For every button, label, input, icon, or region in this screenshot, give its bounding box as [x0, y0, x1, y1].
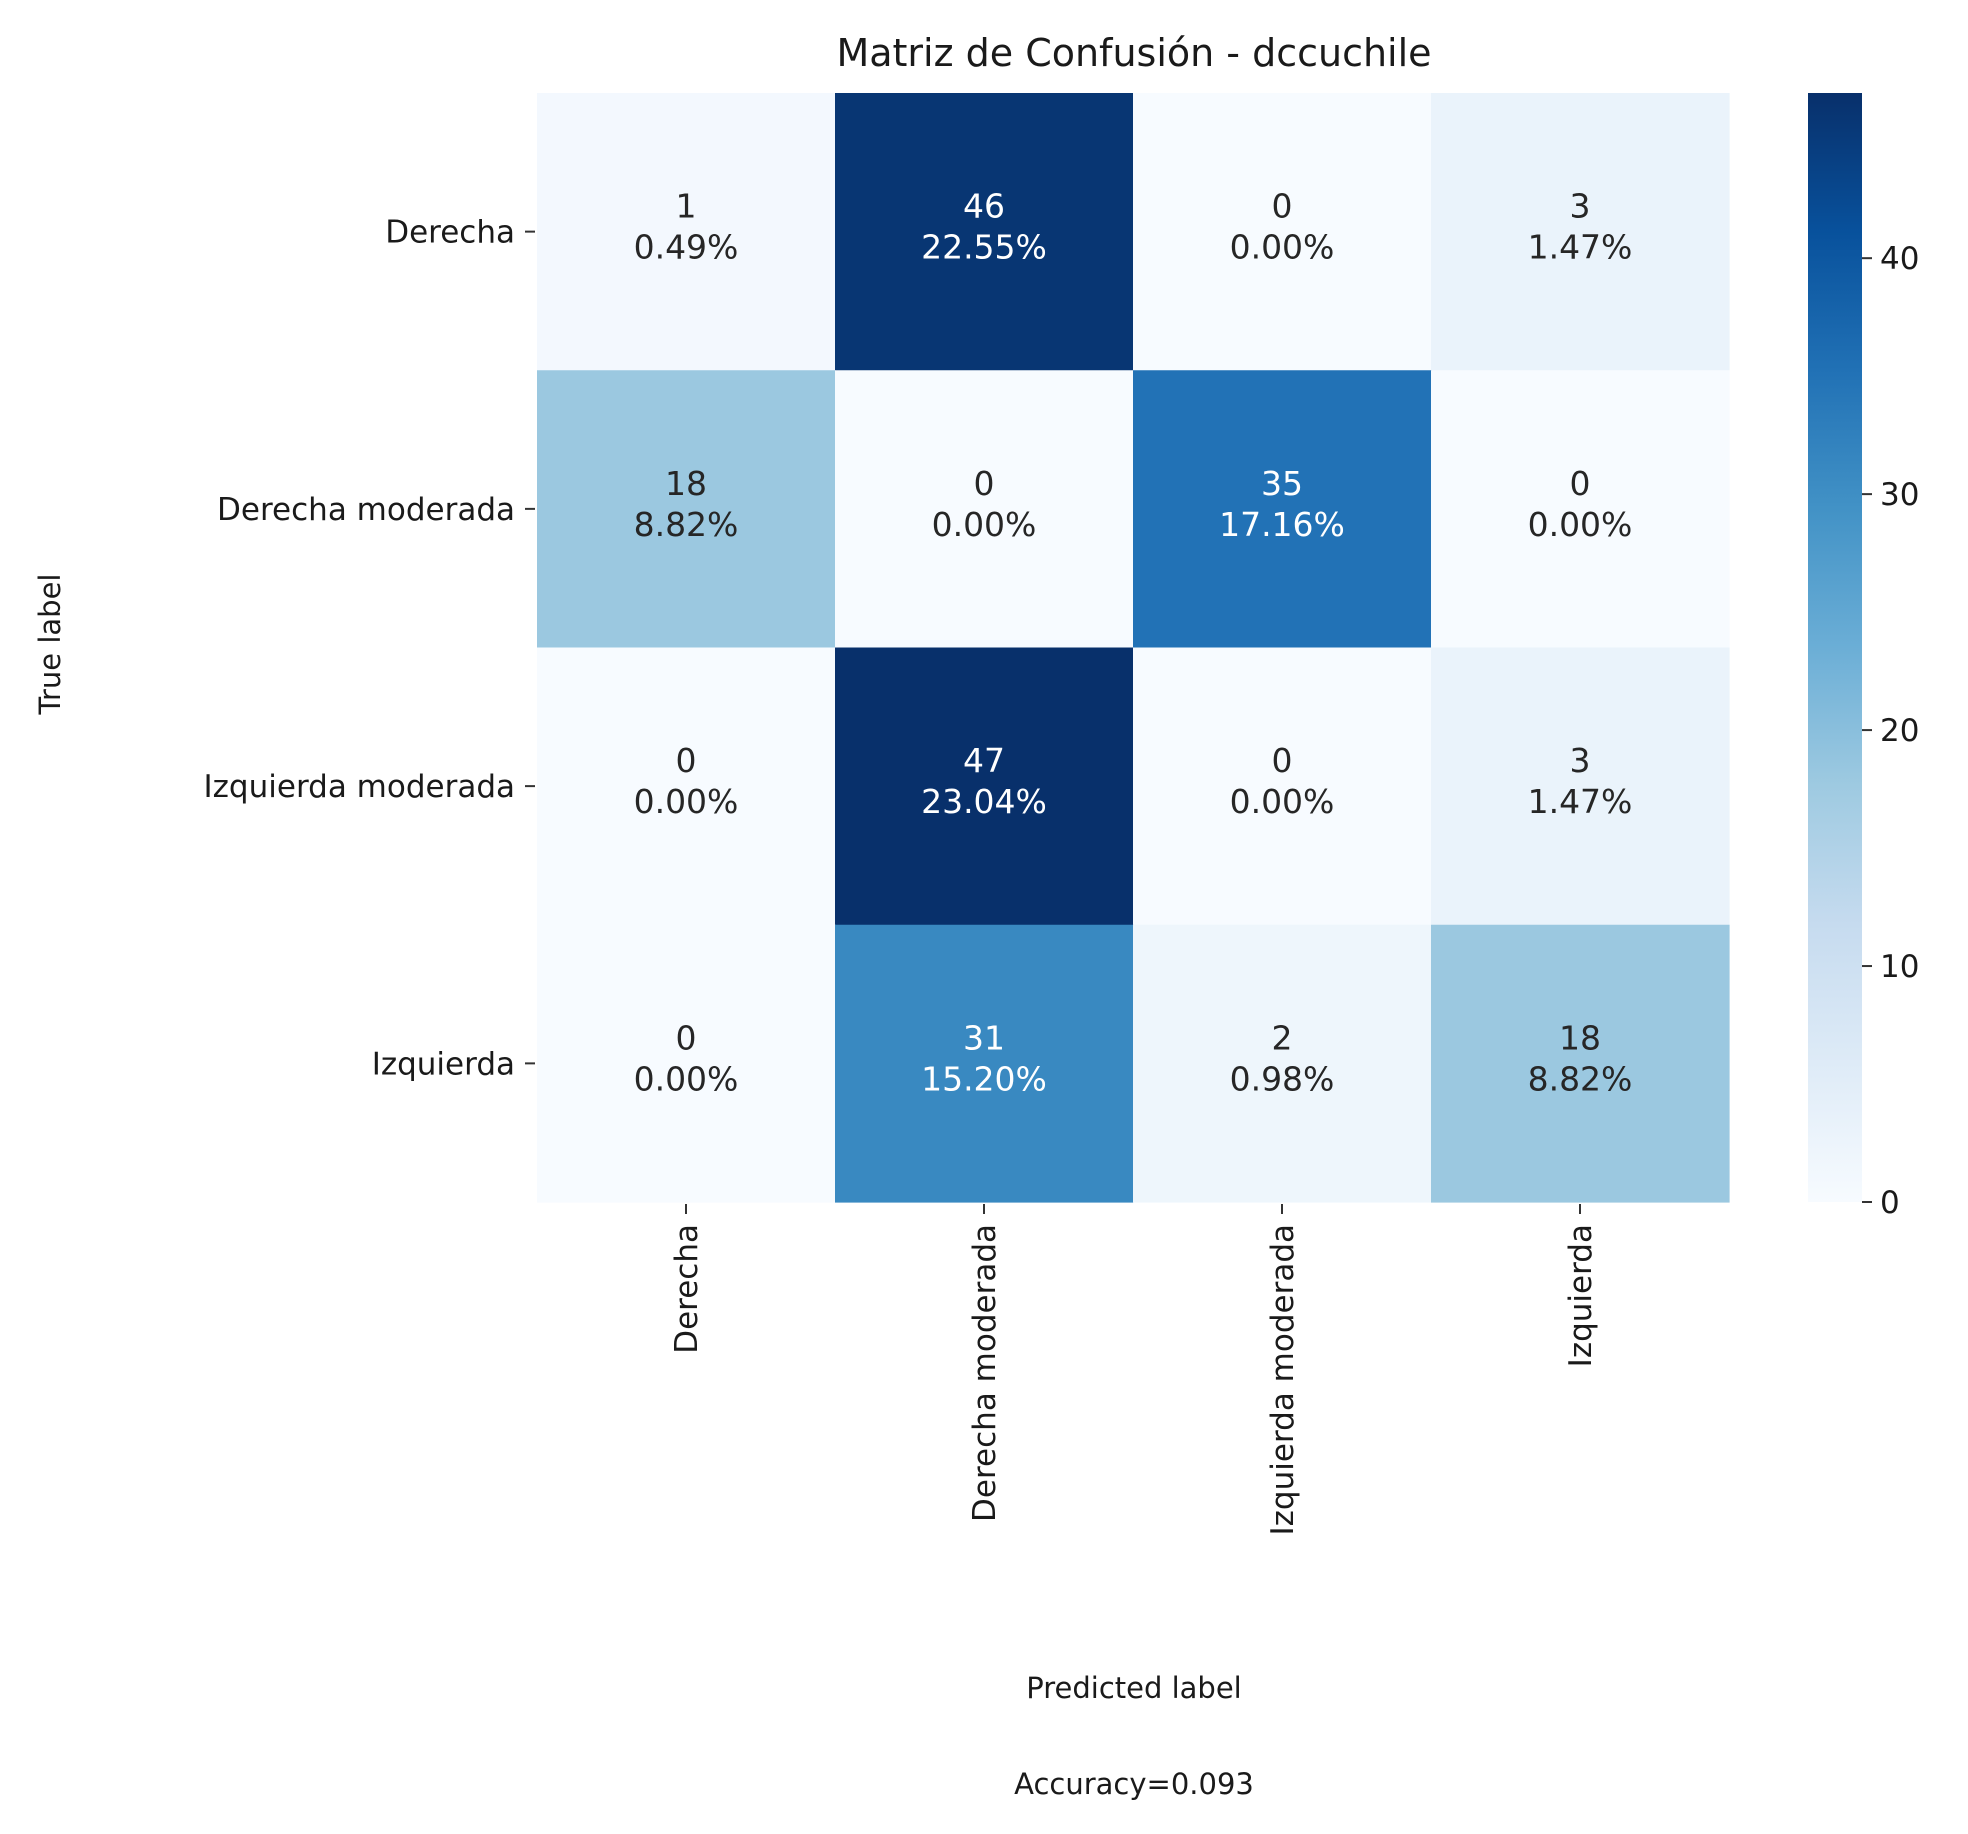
- cell-percent-label: 22.55%: [921, 228, 1047, 267]
- x-tick-label: Derecha: [669, 1224, 705, 1354]
- heatmap-cell: [1133, 370, 1432, 649]
- cell-count-label: 1: [676, 187, 697, 226]
- x-tick-label: Izquierda: [1563, 1224, 1599, 1367]
- heatmap-cell: [835, 370, 1134, 649]
- accuracy-footer: Accuracy=0.093: [1014, 1767, 1254, 1801]
- heatmap-cell: [537, 370, 836, 649]
- chart-title: Matriz de Confusión - dccuchile: [836, 31, 1431, 75]
- cell-percent-label: 0.00%: [634, 782, 739, 821]
- cell-count-label: 31: [963, 1018, 1005, 1057]
- cell-percent-label: 23.04%: [921, 782, 1047, 821]
- colorbar-tick-label: 30: [1880, 477, 1919, 513]
- y-tick-label: Derecha: [385, 215, 515, 251]
- cell-percent-label: 0.49%: [634, 228, 739, 267]
- heatmap-cell: [835, 647, 1134, 926]
- cell-count-label: 3: [1570, 187, 1591, 226]
- cell-count-label: 3: [1570, 741, 1591, 780]
- colorbar-tick-label: 0: [1880, 1185, 1900, 1221]
- heatmap-cell: [1133, 647, 1432, 926]
- cell-count-label: 0: [1272, 187, 1293, 226]
- heatmap-cell-labels: 10.49%4622.55%00.00%31.47%188.82%00.00%3…: [634, 187, 1633, 1099]
- cell-percent-label: 15.20%: [921, 1059, 1047, 1098]
- heatmap-cells: [537, 93, 1730, 1203]
- cell-percent-label: 0.00%: [932, 505, 1037, 544]
- heatmap-cell: [537, 924, 836, 1203]
- colorbar: [1808, 93, 1862, 1202]
- cell-percent-label: 0.00%: [1230, 228, 1335, 267]
- cell-count-label: 18: [1559, 1018, 1601, 1057]
- cell-percent-label: 0.00%: [1528, 505, 1633, 544]
- cell-count-label: 0: [1570, 464, 1591, 503]
- cell-count-label: 18: [665, 464, 707, 503]
- y-axis-label: True label: [33, 574, 67, 716]
- cell-count-label: 0: [974, 464, 995, 503]
- x-axis-label: Predicted label: [1026, 1671, 1242, 1705]
- cell-count-label: 35: [1261, 464, 1303, 503]
- cell-percent-label: 8.82%: [1528, 1059, 1633, 1098]
- colorbar-tick-label: 10: [1880, 949, 1919, 985]
- cell-percent-label: 1.47%: [1528, 782, 1633, 821]
- cell-count-label: 46: [963, 187, 1005, 226]
- x-tick-label: Izquierda moderada: [1265, 1224, 1301, 1535]
- y-tick-label: Derecha moderada: [217, 492, 515, 528]
- cell-percent-label: 0.98%: [1230, 1059, 1335, 1098]
- colorbar-tick-label: 40: [1880, 241, 1919, 277]
- y-tick-label: Izquierda: [372, 1046, 515, 1082]
- heatmap-cell: [1431, 93, 1730, 371]
- cell-count-label: 0: [676, 741, 697, 780]
- colorbar-axis: 0 10 20 30 40: [1862, 241, 1919, 1221]
- cell-count-label: 2: [1272, 1018, 1293, 1057]
- cell-percent-label: 8.82%: [634, 505, 739, 544]
- cell-count-label: 47: [963, 741, 1005, 780]
- x-axis: Derecha Derecha moderada Izquierda moderad…: [669, 1204, 1599, 1535]
- cell-count-label: 0: [1272, 741, 1293, 780]
- cell-percent-label: 0.00%: [1230, 782, 1335, 821]
- heatmap-cell: [1431, 647, 1730, 926]
- heatmap-cell: [835, 93, 1134, 371]
- heatmap-cell: [1133, 93, 1432, 371]
- heatmap-cell: [1431, 370, 1730, 649]
- heatmap-cell: [537, 647, 836, 926]
- cell-percent-label: 17.16%: [1219, 505, 1345, 544]
- cell-percent-label: 1.47%: [1528, 228, 1633, 267]
- x-tick-label: Derecha moderada: [967, 1224, 1003, 1522]
- y-tick-label: Izquierda moderada: [204, 769, 515, 805]
- heatmap-cell: [1133, 924, 1432, 1203]
- cell-percent-label: 0.00%: [634, 1059, 739, 1098]
- heatmap-cell: [1431, 924, 1730, 1203]
- cell-count-label: 0: [676, 1018, 697, 1057]
- heatmap-cell: [537, 93, 836, 371]
- colorbar-tick-label: 20: [1880, 713, 1919, 749]
- y-axis: Derecha Derecha moderada Izquierda moderad…: [204, 215, 535, 1082]
- heatmap-cell: [835, 924, 1134, 1203]
